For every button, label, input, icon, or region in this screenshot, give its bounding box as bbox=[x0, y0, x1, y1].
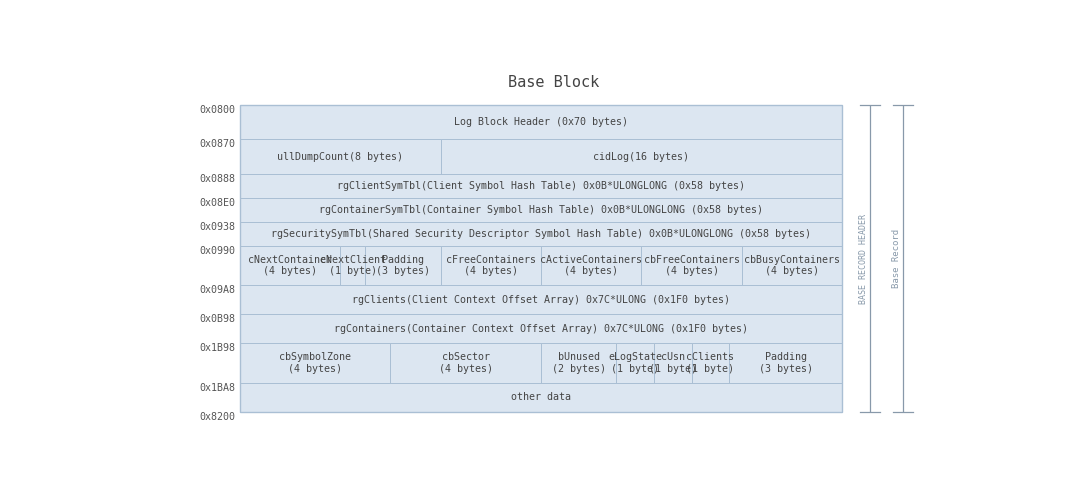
Text: Padding
(3 bytes): Padding (3 bytes) bbox=[759, 352, 813, 374]
Text: 0x0990: 0x0990 bbox=[200, 245, 235, 256]
Bar bbox=[441, 245, 541, 285]
Text: Base Record: Base Record bbox=[892, 229, 901, 288]
Bar bbox=[240, 285, 842, 314]
Text: cidLog(16 bytes): cidLog(16 bytes) bbox=[593, 152, 689, 161]
Text: rgClients(Client Context Offset Array) 0x7C*ULONG (0x1F0 bytes): rgClients(Client Context Offset Array) 0… bbox=[352, 295, 730, 305]
Text: 0x08E0: 0x08E0 bbox=[200, 198, 235, 208]
Bar bbox=[441, 139, 842, 174]
Bar bbox=[541, 344, 617, 383]
Bar bbox=[729, 344, 842, 383]
Text: rgClientSymTbl(Client Symbol Hash Table) 0x0B*ULONGLONG (0x58 bytes): rgClientSymTbl(Client Symbol Hash Table)… bbox=[337, 181, 745, 191]
Text: 0x0938: 0x0938 bbox=[200, 222, 235, 232]
Text: cNextClient
(1 byte): cNextClient (1 byte) bbox=[320, 255, 386, 276]
Text: 0x1BA8: 0x1BA8 bbox=[200, 383, 235, 393]
Text: 0x0800: 0x0800 bbox=[200, 105, 235, 115]
Text: cFreeContainers
(4 bytes): cFreeContainers (4 bytes) bbox=[446, 255, 536, 276]
Bar bbox=[240, 344, 390, 383]
Bar bbox=[541, 245, 642, 285]
Bar bbox=[617, 344, 654, 383]
Bar bbox=[240, 198, 842, 222]
Bar bbox=[742, 245, 842, 285]
Bar bbox=[240, 383, 842, 412]
Bar bbox=[642, 245, 742, 285]
Text: BASE RECORD HEADER: BASE RECORD HEADER bbox=[859, 213, 867, 304]
Text: other data: other data bbox=[511, 392, 571, 402]
Text: 0x0B98: 0x0B98 bbox=[200, 314, 235, 324]
Bar bbox=[240, 222, 842, 245]
Text: cbSymbolZone
(4 bytes): cbSymbolZone (4 bytes) bbox=[279, 352, 351, 374]
Bar bbox=[240, 174, 842, 198]
Text: cNextContainer
(4 bytes): cNextContainer (4 bytes) bbox=[247, 255, 332, 276]
Bar bbox=[240, 105, 842, 412]
Text: rgContainerSymTbl(Container Symbol Hash Table) 0x0B*ULONGLONG (0x58 bytes): rgContainerSymTbl(Container Symbol Hash … bbox=[319, 205, 762, 215]
Text: rgContainers(Container Context Offset Array) 0x7C*ULONG (0x1F0 bytes): rgContainers(Container Context Offset Ar… bbox=[334, 324, 748, 334]
Text: eLogState
(1 byte): eLogState (1 byte) bbox=[608, 352, 662, 374]
Bar bbox=[240, 139, 441, 174]
Bar bbox=[653, 344, 691, 383]
Text: cUsn
(1 byte): cUsn (1 byte) bbox=[649, 352, 697, 374]
Text: rgSecuritySymTbl(Shared Security Descriptor Symbol Hash Table) 0x0B*ULONGLONG (0: rgSecuritySymTbl(Shared Security Descrip… bbox=[271, 229, 811, 239]
Bar bbox=[365, 245, 441, 285]
Bar bbox=[240, 314, 842, 344]
Bar bbox=[240, 105, 842, 139]
Bar bbox=[340, 245, 365, 285]
Text: Base Block: Base Block bbox=[508, 75, 599, 90]
Text: cbBusyContainers
(4 bytes): cbBusyContainers (4 bytes) bbox=[744, 255, 840, 276]
Text: 0x09A8: 0x09A8 bbox=[200, 285, 235, 295]
Bar bbox=[691, 344, 729, 383]
Text: ullDumpCount(8 bytes): ullDumpCount(8 bytes) bbox=[278, 152, 403, 161]
Text: 0x1B98: 0x1B98 bbox=[200, 344, 235, 353]
Bar bbox=[240, 245, 340, 285]
Text: cbSector
(4 bytes): cbSector (4 bytes) bbox=[438, 352, 492, 374]
Text: 0x8200: 0x8200 bbox=[200, 412, 235, 422]
Text: cClients
(1 byte): cClients (1 byte) bbox=[687, 352, 734, 374]
Bar bbox=[390, 344, 541, 383]
Text: cActiveContainers
(4 bytes): cActiveContainers (4 bytes) bbox=[540, 255, 643, 276]
Text: Log Block Header (0x70 bytes): Log Block Header (0x70 bytes) bbox=[454, 117, 627, 127]
Text: Padding
(3 bytes): Padding (3 bytes) bbox=[376, 255, 430, 276]
Text: bUnused
(2 bytes): bUnused (2 bytes) bbox=[552, 352, 606, 374]
Text: 0x0870: 0x0870 bbox=[200, 139, 235, 149]
Text: cbFreeContainers
(4 bytes): cbFreeContainers (4 bytes) bbox=[644, 255, 740, 276]
Text: 0x0888: 0x0888 bbox=[200, 174, 235, 184]
